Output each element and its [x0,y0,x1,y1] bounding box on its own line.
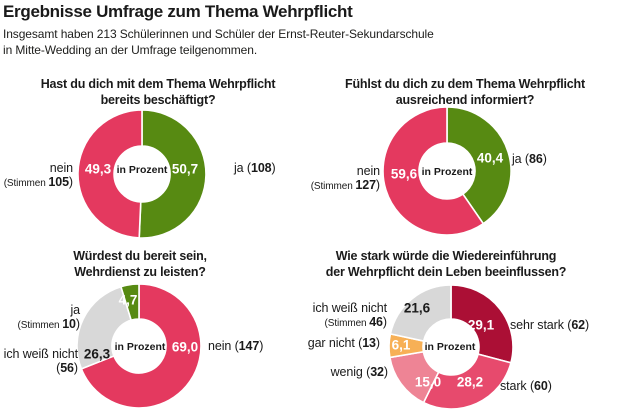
chart-title-line: bereits beschäftigt? [100,93,216,107]
donut-chart-informiert [382,106,512,236]
slice-value-nein: 49,3 [84,161,112,177]
chart-title-line: Würdest du bereit sein, [73,249,207,263]
chart-title-line: Hast du dich mit dem Thema Wehrpflicht [40,77,276,91]
chart-title-beschaeftigt: Hast du dich mit dem Thema Wehrpflicht b… [8,76,308,108]
donut-chart-beeinflussung [388,284,514,410]
subtitle-line-2: in Mitte-Wedding an der Umfrage teilgeno… [3,43,258,57]
chart-title-line: Fühlst du dich zu dem Thema Wehrpflicht [345,77,585,91]
chart-title-line: Wehrdienst zu leisten? [74,265,206,279]
donut-center-label: in Prozent [114,341,166,353]
slice-ja [119,283,140,322]
page-title: Ergebnisse Umfrage zum Thema Wehrpflicht [3,2,353,21]
slice-value-nein: 69,0 [171,339,199,355]
slice-value-gar-nicht: 6,1 [391,337,411,353]
chart-title-line: ausreichend informiert? [395,93,535,107]
label-nein: nein (Stimmen 127) [310,164,380,192]
slice-nein [77,109,143,239]
donut-chart-bereitschaft [76,283,202,409]
slice-value-ja: 40,4 [476,150,504,166]
page-subtitle: Insgesamt haben 213 Schülerinnen und Sch… [3,26,434,58]
chart-title-line: der Wehrpflicht dein Leben beeinflussen? [325,265,567,279]
chart-title-informiert: Fühlst du dich zu dem Thema Wehrpflicht … [315,76,615,108]
label-sehr-stark: sehr stark (62) [510,318,590,332]
label-stark: stark (60) [500,379,552,393]
slice-nein [382,106,485,236]
slice-value-sehr-stark: 29,1 [467,317,495,333]
chart-title-line: Wie stark würde die Wiedereinführung [335,249,557,263]
slice-value-ja: 4,7 [118,292,138,308]
donut-center-label: in Prozent [421,166,473,178]
subtitle-line-1: Insgesamt haben 213 Schülerinnen und Sch… [3,27,434,41]
slice-sehr-stark [450,284,514,364]
label-nein: nein (147) [208,339,264,353]
label-ich-weiss-nicht: ich weiß nicht (56) [3,347,78,375]
donut-center-label: in Prozent [116,164,168,176]
slice-ja [138,109,207,239]
label-wenig: wenig (32) [330,365,389,379]
slice-value-stark: 28,2 [456,374,484,390]
donut-chart-beschaeftigt [77,109,207,239]
slice-ich-weiss-nicht [389,284,452,343]
label-gar-nicht: gar nicht (13) [307,336,380,350]
slice-value-nein: 59,6 [390,166,418,182]
label-ja: ja (86) [512,152,547,166]
chart-title-bereitschaft: Würdest du bereit sein, Wehrdienst zu le… [0,248,280,280]
slice-value-ich-weiss-nicht: 21,6 [403,300,431,316]
slice-value-wenig: 15,0 [414,374,442,390]
slice-stark [422,353,512,410]
label-ich-weiss-nicht: ich weiß nicht (Stimmen 46) [312,301,387,329]
chart-title-beeinflussung: Wie stark würde die Wiedereinführung der… [296,248,596,280]
label-nein: nein (Stimmen 105) [3,161,73,189]
slice-value-ich-weiss-nicht: 26,3 [83,346,111,362]
donut-center-label: in Prozent [424,341,476,353]
label-ja: ja (108) [234,161,276,175]
slice-nein [80,283,202,409]
slice-ja [446,106,512,225]
slice-ich-weiss-nicht [76,285,133,370]
label-ja: ja (Stimmen 10) [17,303,81,331]
slice-value-ja: 50,7 [171,161,199,177]
